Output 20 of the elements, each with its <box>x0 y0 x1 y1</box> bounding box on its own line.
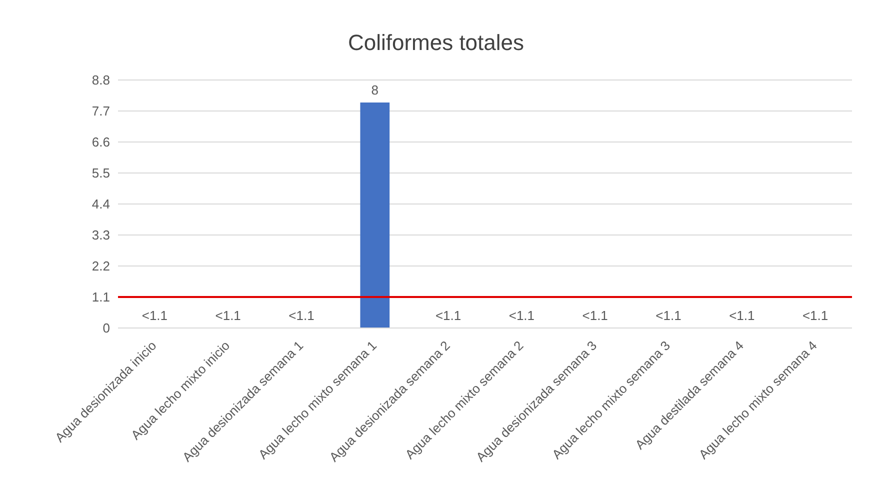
y-tick-label: 3.3 <box>92 228 110 243</box>
text: <1.1 <box>656 308 682 323</box>
text: <1.1 <box>508 308 535 323</box>
y-tick-label: 7.7 <box>92 104 110 119</box>
text: <1.1 <box>435 308 462 323</box>
text: <1.1 <box>142 308 168 323</box>
y-tick-label: 0 <box>102 320 110 336</box>
text: <1.1 <box>582 308 608 323</box>
y-tick-label: 2.2 <box>92 258 110 274</box>
text: <1.1 <box>288 308 314 323</box>
text: <1.1 <box>802 308 828 323</box>
y-tick-label: 6.6 <box>92 134 110 150</box>
y-tick-label: 8.8 <box>92 72 110 88</box>
text: <1.1 <box>215 308 241 323</box>
y-tick-label: 1.1 <box>92 290 110 305</box>
chart-title: Coliformes totales <box>346 29 526 57</box>
text: <1.1 <box>729 308 755 323</box>
data-label: 8 <box>371 82 379 98</box>
y-tick-label: 5.5 <box>92 166 110 181</box>
y-tick-label: 4.4 <box>92 196 110 212</box>
